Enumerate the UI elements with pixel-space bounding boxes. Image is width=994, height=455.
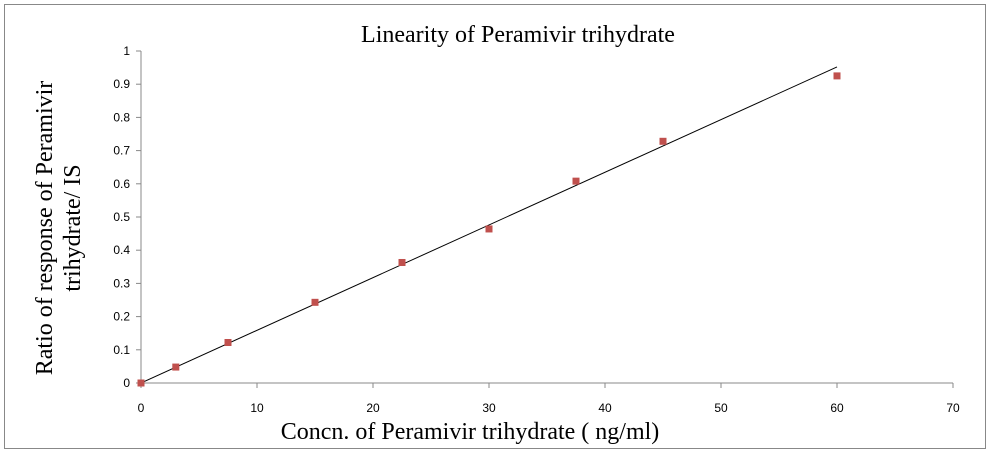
tick-marks: 00.10.20.30.40.50.60.70.80.910 10 20 30 40 50… xyxy=(113,44,960,415)
y-tick-label: 0.5 xyxy=(113,210,130,224)
y-tick-label: 0.6 xyxy=(113,177,130,191)
data-point xyxy=(659,137,667,145)
axes xyxy=(140,51,953,384)
y-axis-title-line-2: trihydrate/ IS xyxy=(60,164,86,291)
y-tick-label: 0.4 xyxy=(113,243,130,257)
y-tick-label: 1 xyxy=(123,44,130,58)
y-tick-label: 0.1 xyxy=(113,343,130,357)
data-point xyxy=(572,177,580,185)
chart-title: Linearity of Peramivir trihydrate xyxy=(361,22,675,48)
y-tick-label: 0.2 xyxy=(113,310,130,324)
x-tick-label: 0 xyxy=(138,401,145,415)
y-tick-label: 0.7 xyxy=(113,144,130,158)
y-axis-title-line-1: Ratio of response of Peramivir xyxy=(32,81,58,376)
y-tick-label: 0.3 xyxy=(113,276,130,290)
x-tick-label: 10 xyxy=(250,401,264,415)
data-point xyxy=(137,379,145,387)
data-point xyxy=(485,225,493,233)
x-tick-label: 50 xyxy=(714,401,728,415)
x-tick-label: 60 xyxy=(830,401,844,415)
data-point xyxy=(172,363,180,371)
data-point xyxy=(833,72,841,80)
chart-frame xyxy=(4,4,986,449)
x-tick-label: 70 xyxy=(946,401,960,415)
x-tick-label: 40 xyxy=(598,401,612,415)
x-tick-label: 20 xyxy=(366,401,380,415)
data-point xyxy=(398,258,406,266)
y-tick-label: 0.9 xyxy=(113,77,130,91)
y-tick-label: 0.8 xyxy=(113,110,130,124)
data-points xyxy=(137,72,841,387)
x-axis-title: Concn. of Peramivir trihydrate ( ng/ml) xyxy=(281,419,660,445)
x-tick-label: 30 xyxy=(482,401,496,415)
data-point xyxy=(224,338,232,346)
y-tick-label: 0 xyxy=(123,376,130,390)
trendline-group xyxy=(140,66,838,384)
y-axis-title: Ratio of response of Peramivir trihydrat… xyxy=(32,81,86,376)
trendline xyxy=(140,66,838,384)
data-point xyxy=(311,298,319,306)
